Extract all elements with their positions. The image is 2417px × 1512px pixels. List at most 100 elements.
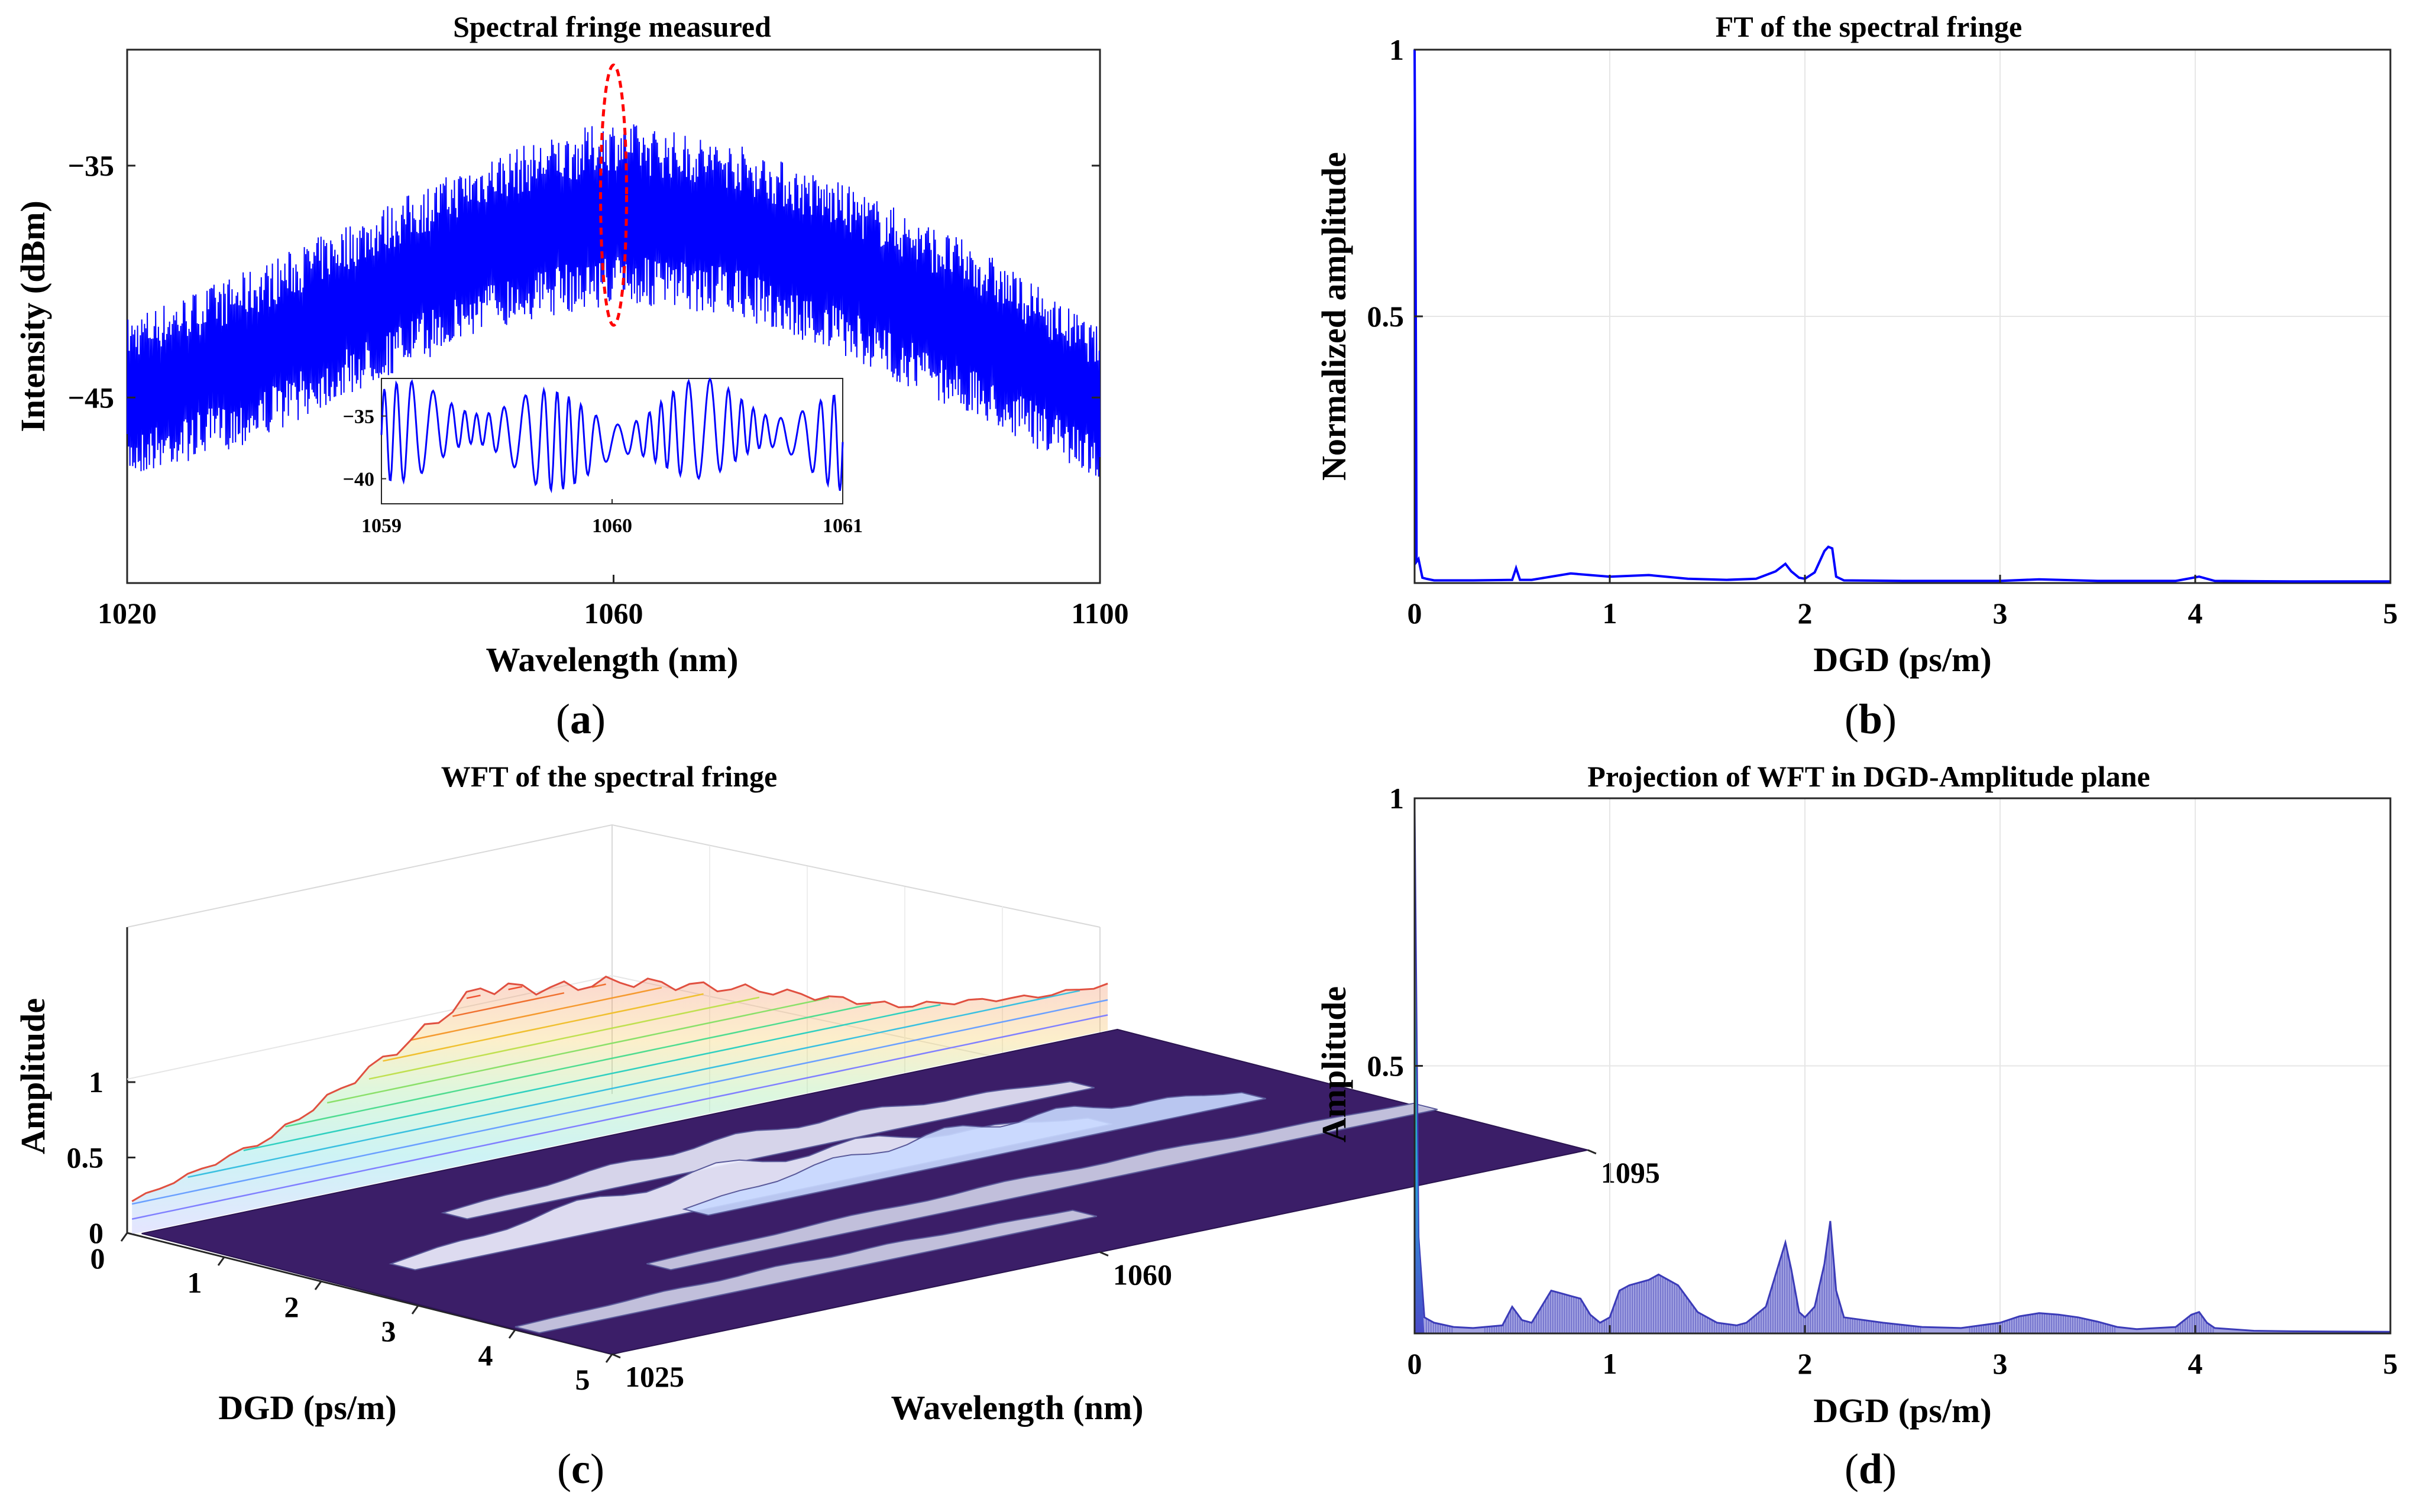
panel-b-title: FT of the spectral fringe: [1716, 10, 2022, 43]
panel-d-caption: (d): [1845, 1445, 1897, 1492]
panel-d-ylabel: Amplitude: [1315, 986, 1353, 1142]
panel-c-ylabel: Wavelength (nm): [891, 1388, 1144, 1427]
panel-b-xtick-label: 1: [1603, 597, 1617, 630]
panel-d-projection-area: [1413, 809, 2392, 1335]
panel-c-wft-surface: WFT of the spectral fringe: [14, 760, 1660, 1492]
panel-b-x-ticks: 0 1 2 3 4 5: [1408, 575, 2398, 630]
panel-a-inset-xtick-label: 1059: [361, 515, 402, 537]
panel-d-xtick-label: 4: [2188, 1347, 2203, 1380]
panel-c-secondary-ridge: [441, 1081, 1095, 1220]
panel-c-dgdtick-mark: [217, 1257, 225, 1266]
panel-a-spectrum-path: [127, 124, 1101, 477]
panel-c-contour-line: [243, 1003, 941, 1151]
panel-b-ft: FT of the spectral fringe 0.5 1 0 1 2 3 4 5 No…: [1315, 10, 2398, 743]
panel-c-main-ridge: [131, 975, 1108, 1235]
panel-c-contour-line: [466, 986, 523, 999]
panel-d-xtick-label: 3: [1993, 1347, 2008, 1380]
panel-b-ft-line: [1413, 49, 2390, 583]
panel-c-ztick-label: 0: [89, 1216, 103, 1249]
panel-c-ridge-fill: [132, 976, 1108, 1235]
panel-c-secondary-ridge: [682, 1092, 1266, 1216]
panel-d-projection: Projection of WFT in DGD-Amplitude plane…: [1315, 760, 2398, 1492]
panel-c-contour-line: [131, 1014, 1108, 1220]
panel-a-ylabel: Intensity (dBm): [14, 200, 52, 432]
panel-c-contour-line: [285, 1003, 871, 1128]
panel-d-xtick-label: 5: [2383, 1347, 2398, 1380]
panel-a-inset-ytick-label: −35: [343, 406, 374, 428]
panel-a-spectral-fringe: Spectral fringe measured −35 −45 1020 1060…: [14, 10, 1129, 743]
panel-d-ytick-label: 0.5: [1367, 1050, 1405, 1083]
panel-c-caption: (c): [557, 1445, 604, 1492]
panel-c-dgdtick-label: 4: [478, 1339, 493, 1372]
panel-c-dgdtick-mark: [314, 1281, 322, 1290]
panel-c-wltick-mark: [1099, 1251, 1109, 1257]
panel-d-xtick-label: 2: [1798, 1347, 1813, 1380]
panel-d-y-ticks: 0.51: [1367, 782, 1423, 1083]
panel-c-floor: [141, 1028, 1588, 1355]
panel-d-grid: [1414, 798, 2391, 1333]
panel-c-wltick-label: 1095: [1601, 1156, 1660, 1189]
panel-c-dgd-ticks: 0 1 2 3 4 5: [90, 1232, 613, 1396]
panel-c-title: WFT of the spectral fringe: [441, 760, 777, 793]
panel-c-wltick-mark: [611, 1353, 621, 1359]
panel-d-ytick-label: 1: [1389, 782, 1404, 815]
panel-c-amplitude-ticks: 00.51: [67, 1066, 135, 1249]
panel-a-inset-xtick-label: 1060: [592, 515, 632, 537]
panel-c-contour-line: [452, 983, 606, 1017]
panel-c-contour-line: [410, 986, 662, 1041]
panel-b-xtick-label: 2: [1798, 597, 1813, 630]
panel-a-y-ticks: −35 −45: [68, 149, 1100, 414]
panel-b-xtick-label: 5: [2383, 597, 2398, 630]
panel-c-dgdtick-mark: [411, 1305, 419, 1314]
panel-a-x-ticks: 1020 1060 1100: [98, 575, 1129, 630]
panel-a-inset-xtick-label: 1061: [823, 515, 863, 537]
panel-a-xtick-label: 1060: [584, 597, 643, 630]
panel-c-dgdtick-label: 0: [90, 1242, 105, 1275]
panel-a-xtick-label: 1020: [98, 597, 157, 630]
panel-c-dgdtick-label: 3: [381, 1314, 396, 1348]
panel-c-dgdtick-mark: [508, 1329, 516, 1339]
panel-d-caption-letter: d: [1859, 1445, 1882, 1492]
panel-c-dgdtick-label: 2: [284, 1290, 299, 1323]
panel-a-inset-ticks: −35 −40 1059 1060 1061: [343, 406, 863, 537]
panel-b-ytick-label: 1: [1389, 33, 1404, 66]
panel-d-xlabel: DGD (ps/m): [1813, 1391, 1991, 1430]
panel-c-wltick-mark: [1587, 1149, 1597, 1155]
panel-d-xtick-label: 1: [1603, 1347, 1617, 1380]
panel-c-dgdtick-mark: [605, 1354, 613, 1363]
panel-c-wavelength-ticks: 1025 1060 1095: [611, 1149, 1660, 1393]
panel-c-dgdtick-label: 5: [575, 1363, 590, 1396]
panel-b-xtick-label: 4: [2188, 597, 2203, 630]
panel-a-inset: −35 −40 1059 1060 1061: [343, 377, 863, 537]
panel-c-ridge-top: [131, 975, 1108, 1202]
panel-a-inset-ytick-label: −40: [343, 469, 374, 491]
panel-b-ylabel: Normalized amplitude: [1315, 152, 1353, 481]
panel-d-xtick-label: 0: [1408, 1347, 1422, 1380]
panel-c-contour-line: [326, 997, 829, 1104]
panel-b-xtick-label: 3: [1993, 597, 2008, 630]
panel-b-grid: [1414, 49, 2391, 583]
panel-b-caption: (b): [1845, 695, 1897, 743]
panel-c-xlabel: DGD (ps/m): [218, 1388, 396, 1427]
panel-b-ytick-label: 0.5: [1367, 300, 1405, 333]
panel-a-inset-path: [380, 377, 844, 494]
panel-a-caption-letter: a: [570, 695, 591, 743]
panel-c-zlabel: Amplitude: [14, 998, 52, 1154]
panel-c-ztick-label: 0.5: [67, 1141, 104, 1174]
panel-a-xtick-label: 1100: [1071, 597, 1128, 630]
panel-a-highlight-ellipse: [599, 63, 628, 327]
panel-a-title: Spectral fringe measured: [453, 10, 771, 43]
panel-c-secondary-ridge: [515, 1209, 1098, 1334]
panel-c-caption-letter: c: [571, 1445, 590, 1492]
panel-b-xtick-label: 0: [1408, 597, 1422, 630]
panel-a-ytick-label: −45: [68, 381, 115, 414]
panel-b-xlabel: DGD (ps/m): [1813, 640, 1991, 679]
panel-a-caption: (a): [556, 695, 606, 743]
panel-c-wltick-label: 1060: [1113, 1258, 1172, 1291]
panel-d-zero-spike: [1415, 809, 1425, 1333]
panel-c-ztick-label: 1: [89, 1066, 103, 1099]
panel-d-title: Projection of WFT in DGD-Amplitude plane: [1587, 760, 2150, 793]
panel-c-contour-line: [131, 999, 1108, 1205]
panel-b-caption-letter: b: [1859, 695, 1882, 743]
